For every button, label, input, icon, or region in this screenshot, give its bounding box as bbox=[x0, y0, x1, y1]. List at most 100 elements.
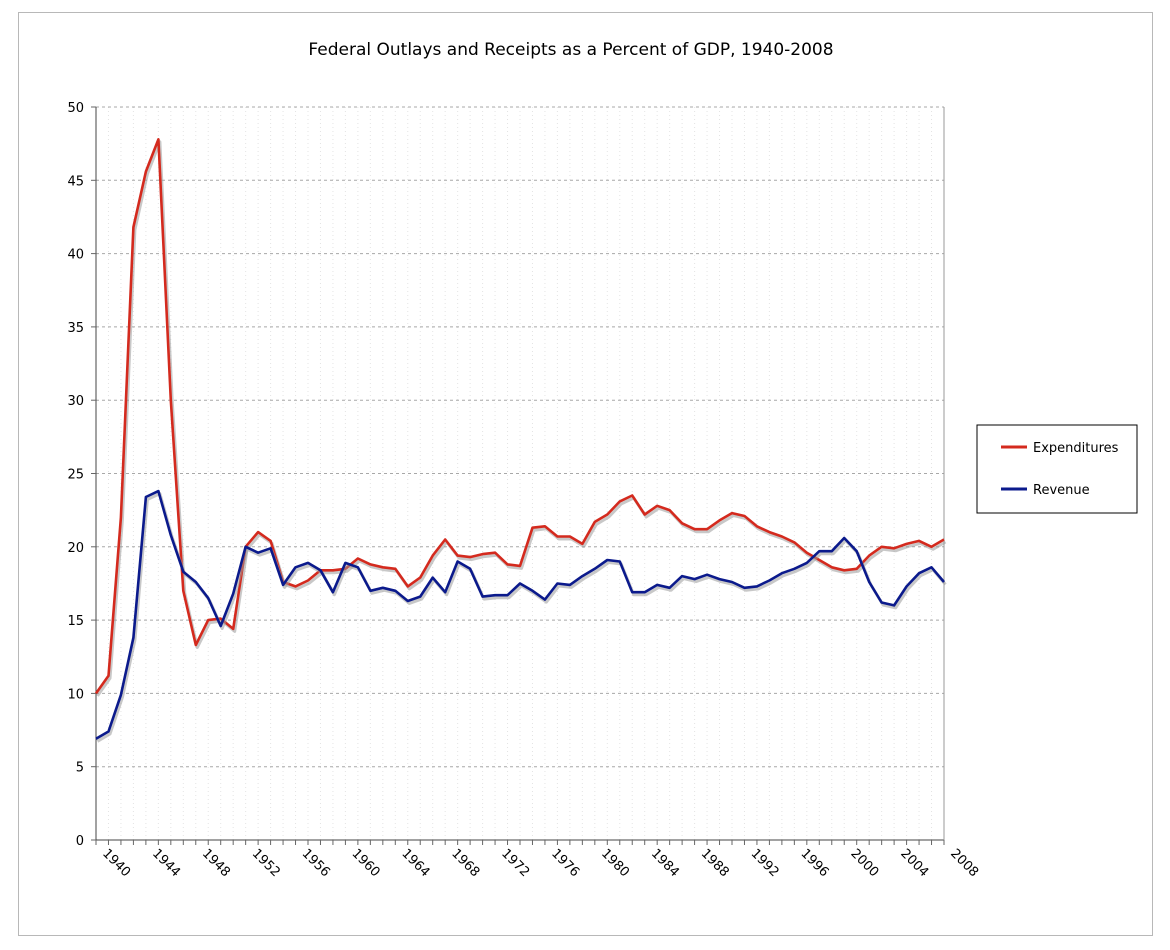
data-point bbox=[792, 540, 796, 544]
y-axis-ticks: 0 5 10 15 20 25 30 35 40 45 50 bbox=[67, 101, 96, 849]
data-point bbox=[655, 583, 659, 587]
data-point bbox=[755, 524, 759, 528]
data-point bbox=[655, 504, 659, 508]
x-tick-label: 2004 bbox=[897, 846, 931, 880]
data-point bbox=[892, 546, 896, 550]
data-point bbox=[905, 542, 909, 546]
legend-item: Expenditures bbox=[1001, 441, 1119, 456]
data-point bbox=[693, 577, 697, 581]
x-tick-label: 1940 bbox=[99, 846, 133, 880]
data-point bbox=[94, 691, 98, 695]
x-tick-label: 1956 bbox=[299, 846, 333, 880]
data-point bbox=[680, 574, 684, 578]
y-tick-label: 40 bbox=[67, 248, 84, 263]
data-point bbox=[481, 595, 485, 599]
grid-lines bbox=[96, 106, 945, 840]
data-point bbox=[294, 565, 298, 569]
data-point bbox=[593, 567, 597, 571]
legend: Expenditures Revenue bbox=[976, 424, 1138, 514]
y-tick-label: 20 bbox=[67, 541, 84, 556]
data-point bbox=[680, 521, 684, 525]
data-point bbox=[406, 599, 410, 603]
data-point bbox=[668, 508, 672, 512]
y-tick-label: 35 bbox=[67, 321, 84, 336]
data-point bbox=[555, 535, 559, 539]
data-point bbox=[269, 546, 273, 550]
data-point bbox=[144, 495, 148, 499]
data-point bbox=[605, 558, 609, 562]
data-point bbox=[880, 601, 884, 605]
legend-item: Revenue bbox=[1001, 483, 1090, 498]
y-tick-label: 10 bbox=[67, 687, 84, 702]
data-point bbox=[368, 589, 372, 593]
x-tick-label: 1952 bbox=[249, 846, 283, 880]
x-tick-label: 1964 bbox=[398, 846, 432, 880]
data-point bbox=[456, 554, 460, 558]
data-point bbox=[418, 595, 422, 599]
data-point bbox=[331, 590, 335, 594]
data-point bbox=[930, 565, 934, 569]
legend-label: Revenue bbox=[1033, 483, 1090, 498]
data-point bbox=[730, 511, 734, 515]
data-point bbox=[817, 549, 821, 553]
data-point bbox=[930, 545, 934, 549]
data-point bbox=[780, 535, 784, 539]
series-line bbox=[95, 489, 945, 740]
data-point bbox=[493, 551, 497, 555]
y-tick-label: 5 bbox=[76, 761, 84, 776]
x-tick-label: 1992 bbox=[748, 846, 782, 880]
data-point bbox=[842, 568, 846, 572]
data-point bbox=[693, 527, 697, 531]
data-point bbox=[206, 596, 210, 600]
data-point bbox=[169, 398, 173, 402]
chart-title: Federal Outlays and Receipts as a Percen… bbox=[308, 40, 833, 60]
data-point bbox=[281, 583, 285, 587]
data-point bbox=[618, 499, 622, 503]
data-point bbox=[356, 565, 360, 569]
data-point bbox=[156, 489, 160, 493]
x-tick-label: 1944 bbox=[149, 846, 183, 880]
legend-box bbox=[976, 424, 1138, 514]
data-point bbox=[443, 590, 447, 594]
data-point bbox=[518, 564, 522, 568]
data-point bbox=[867, 554, 871, 558]
data-point bbox=[530, 589, 534, 593]
data-point bbox=[506, 593, 510, 597]
data-point bbox=[842, 536, 846, 540]
data-point bbox=[730, 580, 734, 584]
data-point bbox=[381, 586, 385, 590]
data-point bbox=[580, 542, 584, 546]
data-point bbox=[817, 558, 821, 562]
y-tick-label: 15 bbox=[67, 614, 84, 629]
data-point bbox=[231, 592, 235, 596]
x-tick-label: 1988 bbox=[698, 846, 732, 880]
data-point bbox=[443, 537, 447, 541]
series-expenditures bbox=[94, 138, 947, 697]
data-point bbox=[605, 513, 609, 517]
data-point bbox=[568, 535, 572, 539]
data-point bbox=[256, 530, 260, 534]
data-point bbox=[169, 533, 173, 537]
data-point bbox=[256, 551, 260, 555]
data-point bbox=[880, 545, 884, 549]
data-point bbox=[431, 554, 435, 558]
data-point bbox=[668, 586, 672, 590]
data-point bbox=[318, 568, 322, 572]
data-point bbox=[830, 565, 834, 569]
x-axis-ticks: 1940 1944 1948 1952 1956 1960 1964 1968 1972 1976… bbox=[95, 840, 981, 880]
y-tick-label: 50 bbox=[67, 101, 84, 116]
data-point bbox=[131, 225, 135, 229]
data-point bbox=[830, 549, 834, 553]
data-point bbox=[555, 581, 559, 585]
data-point bbox=[181, 570, 185, 574]
data-point bbox=[530, 526, 534, 530]
series-line-shadow bbox=[96, 492, 947, 743]
x-tick-label: 1984 bbox=[648, 846, 682, 880]
data-point bbox=[705, 527, 709, 531]
data-point bbox=[231, 627, 235, 631]
data-point bbox=[942, 537, 946, 541]
data-point bbox=[643, 590, 647, 594]
data-point bbox=[406, 584, 410, 588]
data-point bbox=[630, 493, 634, 497]
data-point bbox=[718, 577, 722, 581]
